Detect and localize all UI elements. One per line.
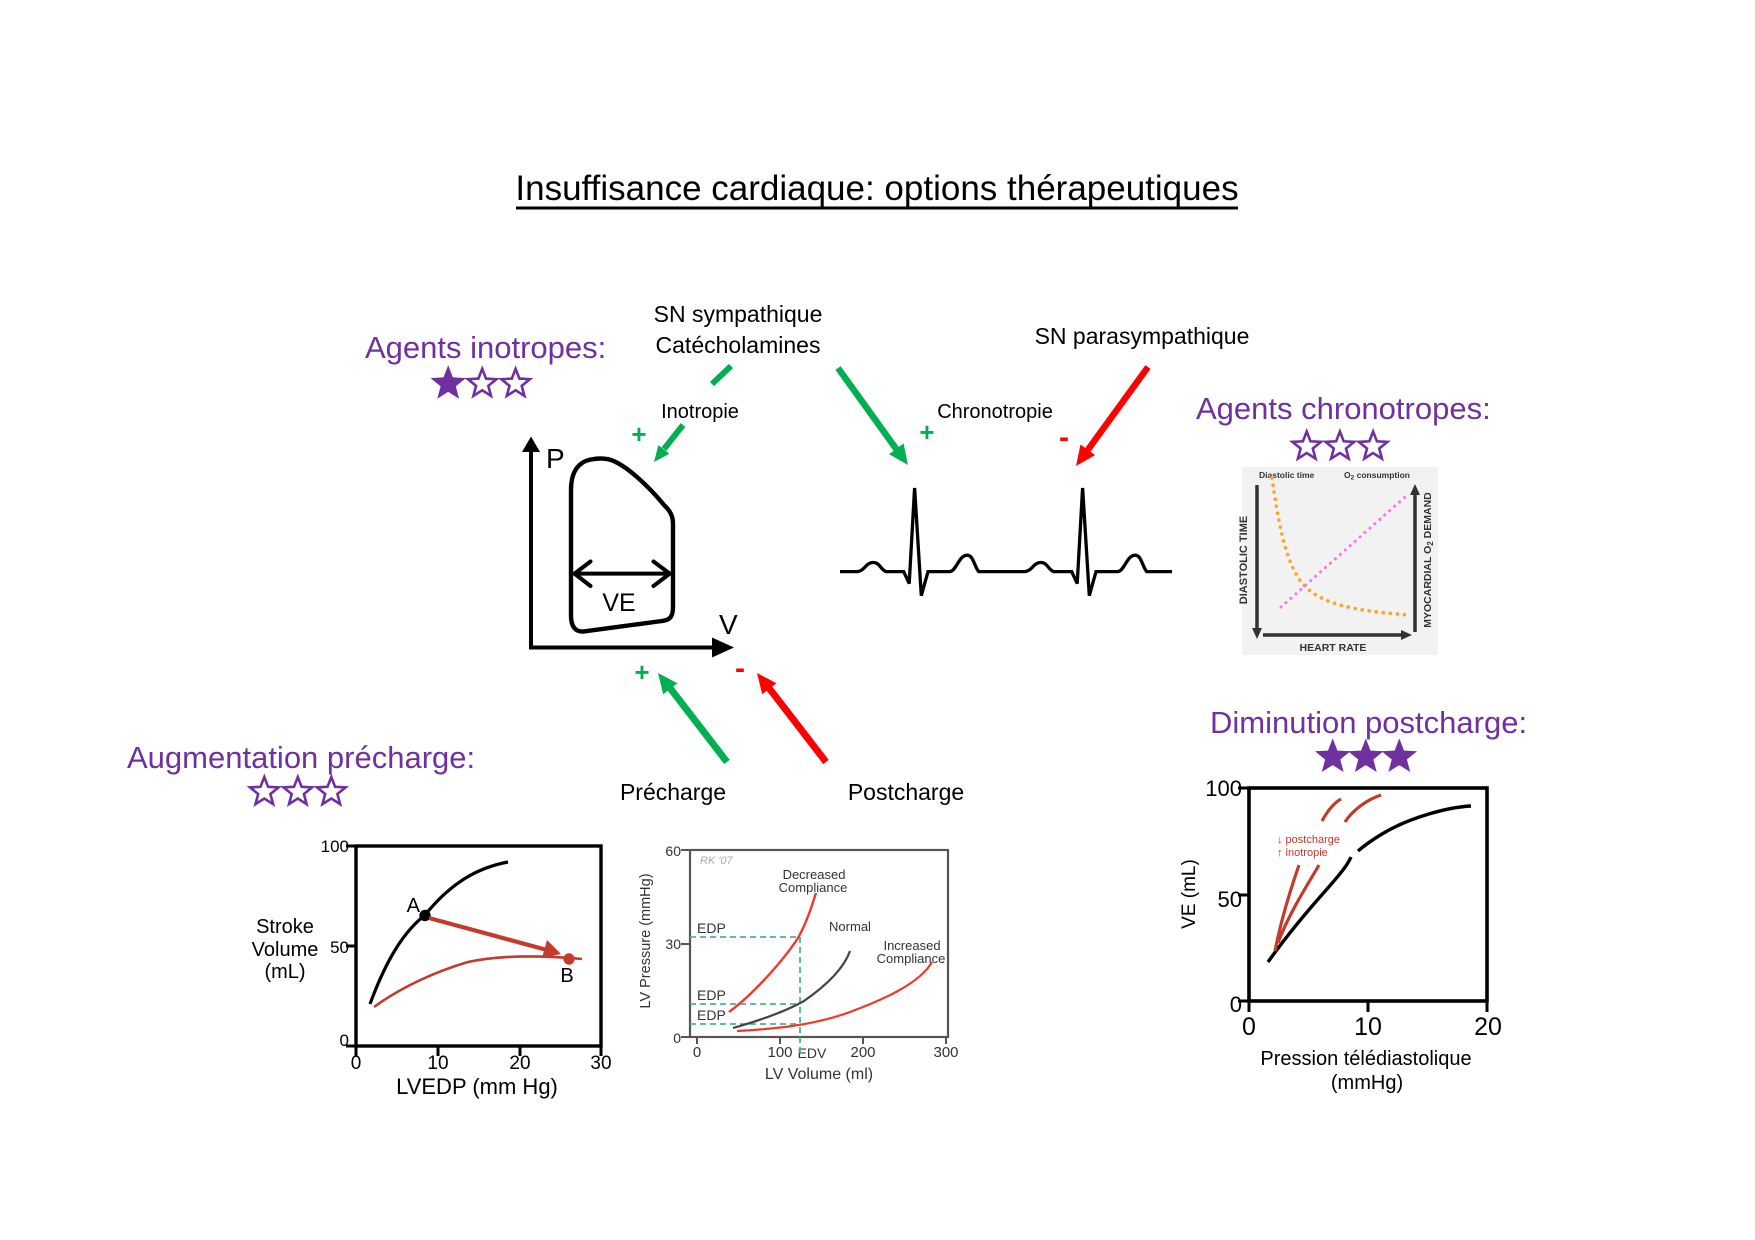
svg-text:10: 10 — [427, 1053, 448, 1074]
svg-text:30: 30 — [665, 936, 681, 952]
svg-text:Agents inotropes:: Agents inotropes: — [365, 330, 606, 365]
svg-text:100: 100 — [1205, 776, 1242, 801]
svg-text:SN parasympathique: SN parasympathique — [1035, 323, 1250, 349]
svg-text:EDV: EDV — [798, 1045, 827, 1061]
svg-text:A: A — [407, 895, 421, 917]
svg-text:0: 0 — [351, 1053, 362, 1074]
svg-text:200: 200 — [850, 1044, 875, 1061]
svg-text:100: 100 — [767, 1044, 792, 1061]
svg-text:+: + — [631, 419, 646, 449]
svg-text:20: 20 — [1474, 1013, 1502, 1041]
svg-text:SN sympathique: SN sympathique — [654, 301, 823, 327]
svg-text:0: 0 — [1242, 1013, 1256, 1041]
svg-text:+: + — [919, 417, 934, 447]
svg-text:Insuffisance cardiaque: option: Insuffisance cardiaque: options thérapeu… — [515, 169, 1238, 208]
svg-text:VE: VE — [602, 589, 635, 617]
svg-text:Chronotropie: Chronotropie — [937, 401, 1053, 423]
svg-text:EDP: EDP — [697, 1007, 726, 1023]
svg-text:0: 0 — [673, 1030, 681, 1046]
svg-text:Increased: Increased — [883, 938, 940, 953]
svg-text:DIASTOLIC TIME: DIASTOLIC TIME — [1238, 516, 1250, 604]
svg-text:LV Pressure (mmHg): LV Pressure (mmHg) — [638, 873, 654, 1008]
svg-text:LVEDP (mm Hg): LVEDP (mm Hg) — [396, 1074, 558, 1099]
svg-text:Diminution postcharge:: Diminution postcharge: — [1210, 705, 1527, 740]
svg-text:60: 60 — [665, 843, 681, 859]
svg-text:(mmHg): (mmHg) — [1331, 1072, 1403, 1094]
svg-text:Compliance: Compliance — [779, 880, 848, 895]
svg-text:-: - — [1059, 421, 1069, 454]
svg-text:HEART RATE: HEART RATE — [1300, 642, 1367, 654]
svg-text:+: + — [634, 657, 649, 687]
svg-text:Diastolic time: Diastolic time — [1259, 470, 1315, 480]
svg-text:30: 30 — [590, 1053, 611, 1074]
svg-text:P: P — [546, 443, 565, 474]
svg-text:50: 50 — [1218, 887, 1242, 912]
svg-text:Postcharge: Postcharge — [848, 779, 964, 805]
svg-text:-: - — [735, 652, 745, 685]
svg-text:LV Volume (ml): LV Volume (ml) — [765, 1066, 873, 1083]
svg-text:MYOCARDIAL O2 DEMAND: MYOCARDIAL O2 DEMAND — [1422, 492, 1435, 628]
svg-text:0: 0 — [340, 1031, 349, 1050]
svg-text:Stroke: Stroke — [256, 916, 314, 938]
svg-text:0: 0 — [1230, 992, 1242, 1017]
svg-text:Inotropie: Inotropie — [661, 401, 739, 423]
svg-text:Agents chronotropes:: Agents chronotropes: — [1196, 391, 1491, 426]
svg-text:↑ inotropie: ↑ inotropie — [1277, 847, 1328, 859]
svg-text:Précharge: Précharge — [620, 779, 726, 805]
svg-text:Volume: Volume — [252, 939, 319, 961]
svg-text:10: 10 — [1354, 1013, 1382, 1041]
svg-text:100: 100 — [321, 837, 349, 856]
svg-text:V: V — [719, 609, 738, 640]
svg-text:B: B — [560, 965, 573, 987]
svg-text:20: 20 — [509, 1053, 530, 1074]
svg-text:O2 consumption: O2 consumption — [1344, 470, 1410, 482]
svg-text:Decreased: Decreased — [783, 867, 846, 882]
svg-text:300: 300 — [933, 1044, 958, 1061]
svg-text:↓ postcharge: ↓ postcharge — [1277, 834, 1340, 846]
svg-text:50: 50 — [330, 938, 349, 957]
svg-text:VE (mL): VE (mL) — [1179, 859, 1200, 929]
svg-text:Augmentation précharge:: Augmentation précharge: — [127, 740, 475, 775]
svg-text:Normal: Normal — [829, 919, 871, 934]
svg-text:EDP: EDP — [697, 920, 726, 936]
svg-text:EDP: EDP — [697, 987, 726, 1003]
svg-text:Catécholamines: Catécholamines — [656, 332, 821, 358]
svg-text:(mL): (mL) — [264, 961, 305, 983]
svg-text:0: 0 — [693, 1044, 701, 1061]
svg-text:Pression télédiastolique: Pression télédiastolique — [1260, 1048, 1471, 1070]
svg-text:Compliance: Compliance — [877, 951, 946, 966]
svg-text:RK '07: RK '07 — [700, 855, 734, 867]
